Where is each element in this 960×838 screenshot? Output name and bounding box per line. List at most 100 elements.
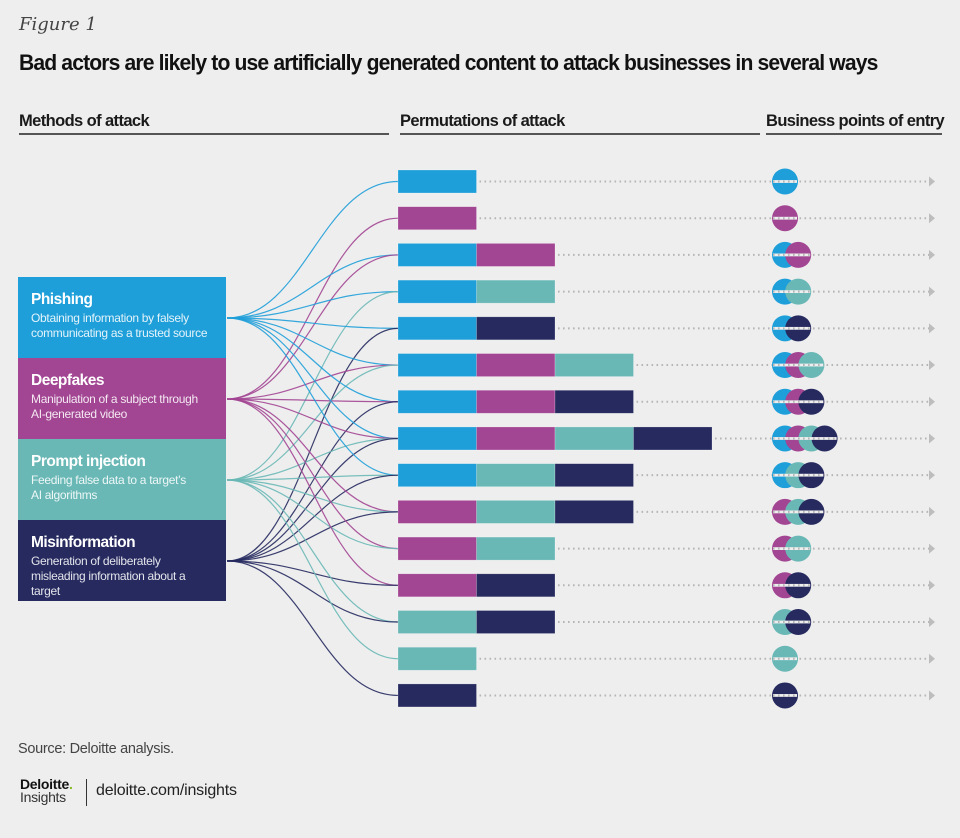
bar-segment-prompt_injection xyxy=(476,463,556,487)
circle-band xyxy=(773,326,811,330)
arrow-icon xyxy=(929,690,935,701)
bar-segment-misinformation xyxy=(633,426,713,451)
bar-segment-prompt_injection xyxy=(397,646,477,671)
bar-segment-deepfakes xyxy=(397,536,477,561)
circle-band xyxy=(773,547,811,550)
bar-segment-phishing xyxy=(397,279,477,304)
method-name: Phishing xyxy=(31,291,93,308)
column-header-permutations: Permutations of attack xyxy=(400,112,760,135)
link-deepfakes-to-row-8 xyxy=(226,398,399,440)
bar-segment-misinformation xyxy=(554,500,634,524)
method-description: Obtaining information by falsely communi… xyxy=(31,311,208,340)
link-phishing-to-row-5 xyxy=(226,317,399,329)
entry-point-circles xyxy=(772,168,838,709)
bar-segment-phishing xyxy=(397,389,477,414)
bar-segment-phishing xyxy=(397,316,477,341)
method-box-misinformation: Misinformation Generation of deliberatel… xyxy=(18,520,226,601)
link-deepfakes-to-row-12 xyxy=(226,398,399,586)
bar-segment-phishing xyxy=(397,463,477,487)
circle-band xyxy=(773,216,797,220)
bar-segment-prompt_injection xyxy=(476,500,556,524)
connection-lines xyxy=(226,180,399,697)
link-misinformation-to-row-7 xyxy=(226,401,399,562)
figure-label: Figure 1 xyxy=(19,14,97,35)
arrow-icon xyxy=(929,360,935,371)
link-misinformation-to-row-9 xyxy=(226,474,399,562)
link-deepfakes-to-row-10 xyxy=(226,398,399,513)
arrow-icon xyxy=(929,653,935,664)
figure-title: Bad actors are likely to use artificiall… xyxy=(19,50,878,75)
link-misinformation-to-row-12 xyxy=(226,560,399,586)
link-phishing-to-row-4 xyxy=(226,291,399,319)
bar-segment-prompt_injection xyxy=(554,426,634,451)
bar-segment-deepfakes xyxy=(476,426,556,451)
source-note: Source: Deloitte analysis. xyxy=(18,741,174,757)
arrow-icon xyxy=(929,433,935,444)
bar-segment-misinformation xyxy=(476,316,556,341)
logo-subtitle: Insights xyxy=(20,789,66,805)
bar-segment-deepfakes xyxy=(476,389,556,414)
circle-band xyxy=(773,620,811,624)
link-misinformation-to-row-13 xyxy=(226,560,399,623)
link-prompt_injection-to-row-9 xyxy=(226,474,399,481)
link-misinformation-to-row-15 xyxy=(226,560,399,697)
link-phishing-to-row-9 xyxy=(226,317,399,476)
link-prompt_injection-to-row-10 xyxy=(226,479,399,513)
method-name: Misinformation xyxy=(31,534,136,551)
bar-segment-deepfakes xyxy=(397,206,477,231)
method-box-prompt-injection: Prompt injection Feeding false data to a… xyxy=(18,439,226,520)
link-prompt_injection-to-row-8 xyxy=(226,437,399,481)
method-description: Feeding false data to a target’s AI algo… xyxy=(31,473,186,502)
bar-segment-deepfakes xyxy=(397,500,477,524)
bar-segment-phishing xyxy=(397,426,477,451)
insights-link[interactable]: deloitte.com/insights xyxy=(96,782,237,799)
bar-segment-misinformation xyxy=(397,683,477,708)
method-description: Manipulation of a subject through AI-gen… xyxy=(31,392,198,421)
circle-band xyxy=(773,290,811,294)
link-misinformation-to-row-8 xyxy=(226,437,399,562)
arrow-icon xyxy=(929,580,935,591)
arrow-icon xyxy=(929,323,935,334)
bar-segment-phishing xyxy=(397,353,477,377)
arrow-icon xyxy=(929,286,935,297)
link-deepfakes-to-row-11 xyxy=(226,398,399,550)
arrow-icon xyxy=(929,249,935,260)
column-header-entry-points: Business points of entry xyxy=(766,112,945,135)
bar-segment-prompt_injection xyxy=(397,610,477,634)
link-prompt_injection-to-row-11 xyxy=(226,479,399,550)
bar-segment-deepfakes xyxy=(476,243,556,267)
arrow-icon xyxy=(929,617,935,628)
arrow-icon xyxy=(929,213,935,224)
permutation-bars xyxy=(397,169,713,708)
link-phishing-to-row-6 xyxy=(226,317,399,366)
link-prompt_injection-to-row-4 xyxy=(226,291,399,481)
bar-segment-phishing xyxy=(397,243,477,267)
circle-band xyxy=(773,253,811,257)
link-deepfakes-to-row-6 xyxy=(226,364,399,400)
link-deepfakes-to-row-2 xyxy=(226,217,399,400)
bar-segment-phishing xyxy=(397,169,477,194)
bar-segment-misinformation xyxy=(476,610,556,634)
circle-band xyxy=(773,437,837,440)
arrow-icon xyxy=(929,543,935,554)
link-deepfakes-to-row-7 xyxy=(226,398,399,403)
method-box-deepfakes: Deepfakes Manipulation of a subject thro… xyxy=(18,358,226,439)
link-misinformation-to-row-5 xyxy=(226,327,399,562)
link-prompt_injection-to-row-6 xyxy=(226,364,399,481)
logo-brand: Deloitte xyxy=(20,776,69,792)
bar-segment-prompt_injection xyxy=(476,279,556,304)
bar-segment-misinformation xyxy=(476,573,556,598)
link-prompt_injection-to-row-14 xyxy=(226,479,399,660)
arrow-icon xyxy=(929,176,935,187)
link-prompt_injection-to-row-13 xyxy=(226,479,399,623)
bar-segment-prompt_injection xyxy=(476,536,556,561)
logo-divider xyxy=(86,779,87,806)
arrow-icon xyxy=(929,506,935,517)
arrow-icon xyxy=(929,470,935,481)
circle-band xyxy=(773,180,797,183)
bar-segment-deepfakes xyxy=(476,353,556,377)
circle-band xyxy=(773,583,811,587)
link-phishing-to-row-7 xyxy=(226,317,399,403)
arrow-icon xyxy=(929,396,935,407)
